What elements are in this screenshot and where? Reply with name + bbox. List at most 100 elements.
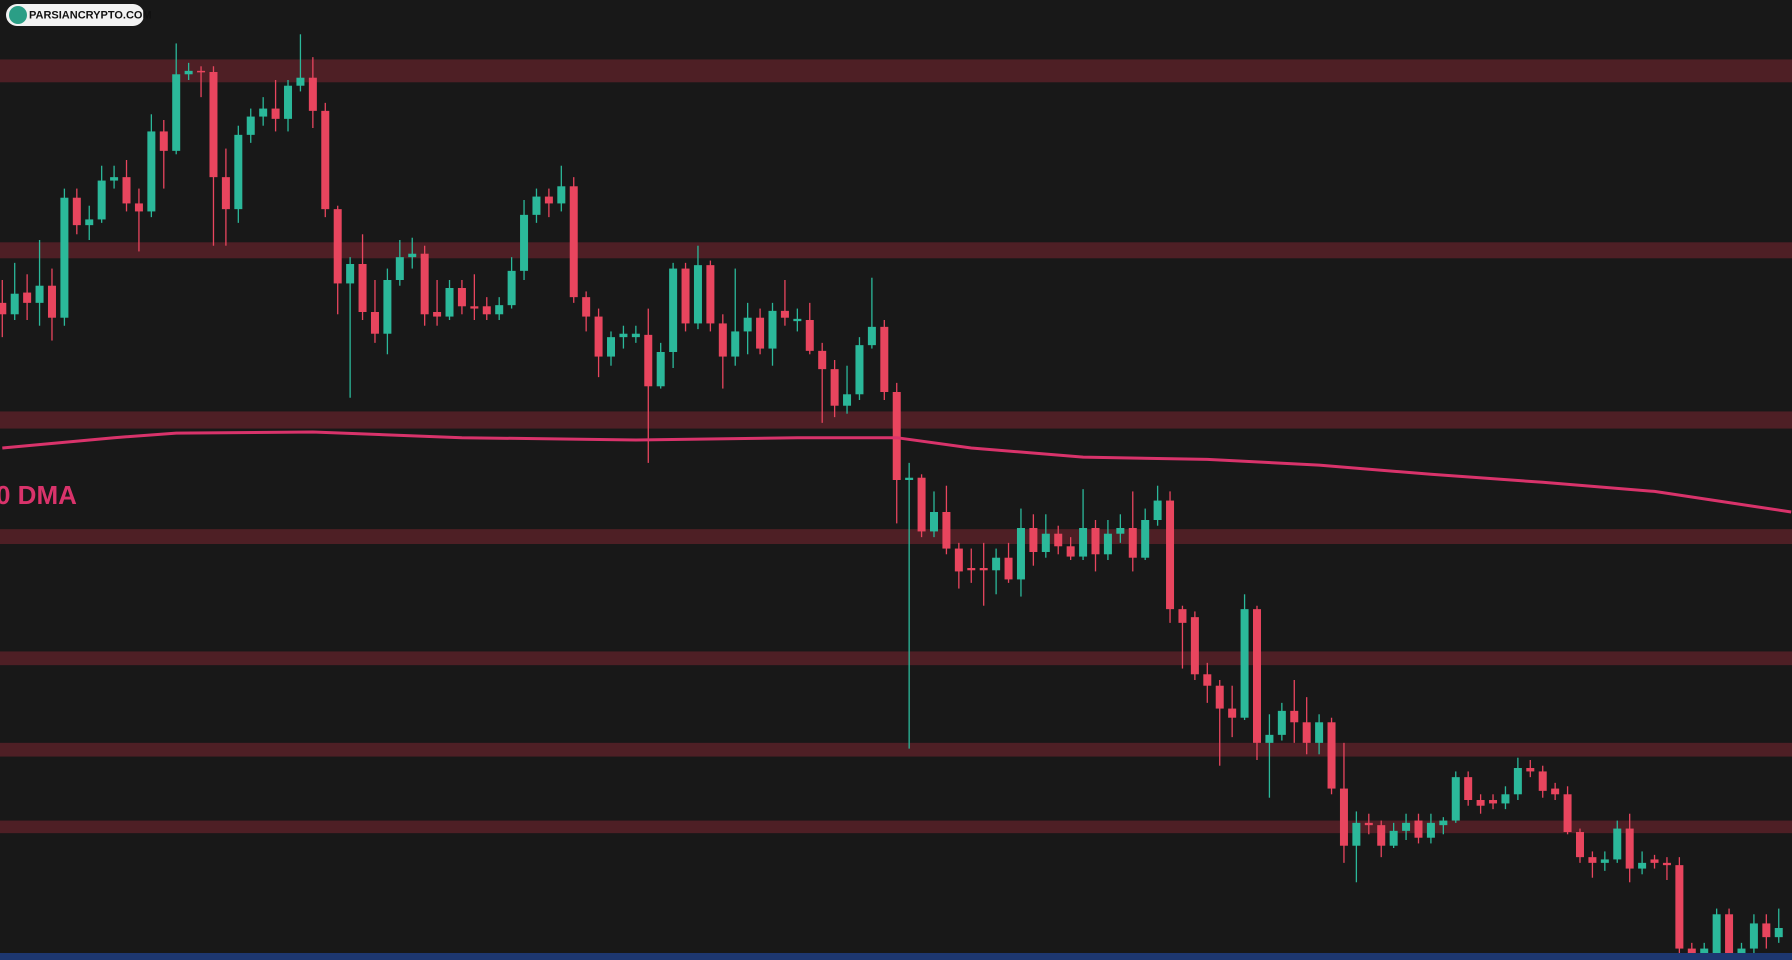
candle-body (1725, 914, 1734, 955)
candle-body (1029, 528, 1038, 552)
candle-body (1302, 722, 1311, 743)
candle-body (892, 392, 901, 480)
candle-body (1116, 528, 1125, 534)
dma-line (2, 430, 1792, 514)
candle-body (1575, 832, 1584, 858)
candle-body (1464, 777, 1473, 800)
candle-body (97, 180, 106, 220)
candle-body (308, 77, 317, 111)
candle-body (843, 394, 852, 406)
candle-body (805, 320, 814, 351)
candle-body (607, 337, 616, 357)
candle-body (818, 350, 827, 370)
candle-body (1240, 609, 1249, 718)
candle-body (979, 568, 988, 571)
candle-body (1774, 928, 1783, 938)
candle-body (507, 270, 516, 306)
resistance-zone (0, 820, 1792, 834)
candle-body (172, 74, 181, 151)
candle-body (1762, 923, 1771, 938)
candle-body (917, 477, 926, 532)
candle-body (10, 293, 19, 315)
candle-body (1141, 520, 1150, 558)
candle-body (1563, 794, 1572, 832)
candle-body (60, 197, 69, 318)
candle-body (1687, 948, 1696, 955)
watermark-bg (6, 4, 144, 26)
candle-body (718, 323, 727, 357)
watermark-badge: PARSIANCRYPTO.COM (6, 4, 152, 26)
candle-body (1489, 800, 1498, 804)
candle-body (1451, 777, 1460, 821)
candle-body (1501, 794, 1510, 804)
candle-body (793, 318, 802, 322)
candle-body (1588, 857, 1597, 863)
candle-body (1066, 546, 1075, 557)
candle-body (1538, 771, 1547, 791)
candle-body (830, 369, 839, 406)
candle-body (905, 477, 914, 480)
candle-body (495, 305, 504, 315)
candle-body (557, 186, 566, 204)
candle-body (1613, 828, 1622, 860)
candle-body (1103, 533, 1112, 555)
dma-label: 0 DMA (0, 480, 77, 510)
candle-body (1054, 533, 1063, 547)
candle-body (457, 288, 466, 307)
candle-body (433, 312, 442, 317)
resistance-zone (0, 742, 1792, 757)
candle-body (1675, 865, 1684, 949)
resistance-zone (0, 59, 1792, 83)
candle-body (644, 334, 653, 387)
candle-body (482, 306, 491, 315)
candle-body (1041, 533, 1050, 552)
candle-body (880, 326, 889, 392)
candle-body (445, 288, 454, 317)
candle-body (1290, 710, 1299, 723)
candle-body (122, 177, 131, 204)
candle-body (1128, 528, 1137, 558)
candle-body (383, 280, 392, 334)
candle-body (1166, 500, 1175, 610)
candle-body (221, 177, 230, 210)
candle-body (296, 77, 305, 86)
candle-body (395, 257, 404, 280)
candle-body (867, 326, 876, 346)
candle-body (1389, 830, 1398, 846)
candle-body (1650, 859, 1659, 863)
candle-body (209, 72, 218, 178)
candle-body (1625, 828, 1634, 869)
candles (0, 34, 1783, 960)
candle-body (23, 292, 32, 303)
candle-body (756, 317, 765, 349)
watermark-icon (9, 6, 27, 24)
candle-body (743, 317, 752, 332)
candle-body (1228, 708, 1237, 718)
candle-body (1327, 722, 1336, 789)
candle-body (532, 196, 541, 215)
candle-body (1091, 528, 1100, 555)
candle-body (582, 297, 591, 317)
candle-body (780, 310, 789, 318)
candle-body (110, 177, 119, 181)
candle-body (284, 85, 293, 119)
candle-body (954, 548, 963, 572)
candle-body (706, 265, 715, 324)
candle-body (147, 131, 156, 212)
candle-body (656, 352, 665, 387)
candle-body (246, 116, 255, 135)
candle-body (1178, 609, 1187, 623)
candle-body (1712, 914, 1721, 955)
candle-body (321, 110, 330, 210)
candle-body (333, 209, 342, 284)
candle-body (1339, 788, 1348, 846)
resistance-zone (0, 651, 1792, 666)
candle-body (1749, 923, 1758, 949)
candle-body (1513, 768, 1522, 795)
candle-body (930, 512, 938, 532)
candle-body (1079, 528, 1088, 557)
candle-body (942, 512, 951, 549)
candle-body (594, 316, 603, 357)
candle-body (1439, 820, 1448, 826)
candle-body (1352, 822, 1361, 846)
